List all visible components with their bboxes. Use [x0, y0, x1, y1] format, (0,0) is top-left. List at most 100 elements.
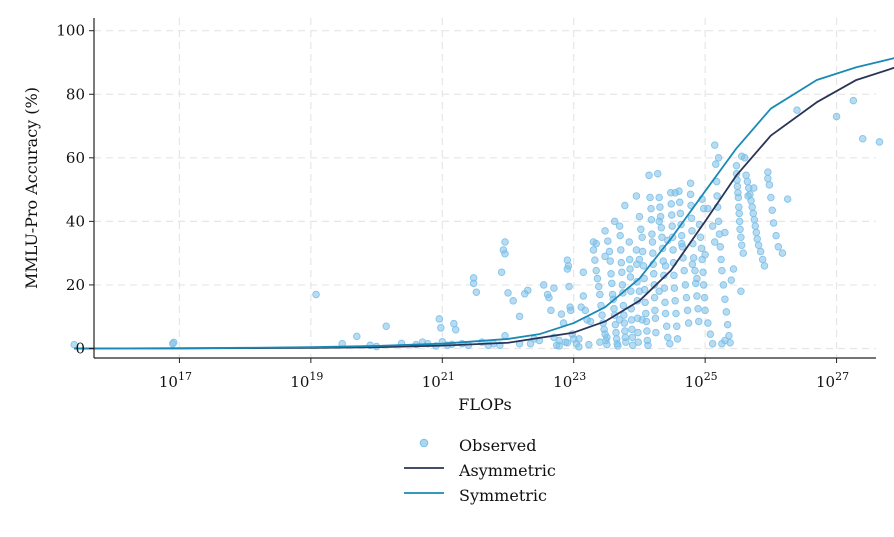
data-point-observed — [714, 154, 723, 162]
data-point-observed — [626, 273, 635, 281]
data-point-observed — [700, 293, 709, 302]
data-point-observed — [501, 238, 509, 246]
data-point-observed — [751, 222, 760, 230]
data-point-observed — [711, 141, 719, 149]
data-point-observed — [778, 249, 787, 257]
data-point-observed — [699, 281, 708, 289]
x-tick-base: 10 — [290, 373, 309, 391]
data-point-observed — [725, 332, 733, 340]
data-point-observed — [772, 231, 780, 240]
data-point-observed — [515, 312, 524, 321]
data-point-observed — [312, 290, 320, 299]
data-point-observed — [729, 265, 738, 273]
data-point-observed — [694, 305, 702, 313]
data-point-observed — [640, 274, 648, 283]
data-point-observed — [501, 332, 509, 340]
data-point-observed — [621, 201, 629, 210]
data-point-observed — [689, 254, 698, 262]
data-point-observed — [353, 332, 361, 341]
data-point-observed — [550, 284, 558, 292]
data-point-observed — [437, 324, 445, 332]
y-tick-label: 100 — [56, 22, 85, 40]
data-point-observed — [589, 246, 598, 254]
data-point-observed — [622, 338, 630, 346]
data-point-observed — [619, 301, 628, 310]
data-point-observed — [704, 319, 712, 327]
data-point-observed — [608, 279, 616, 288]
data-point-observed — [501, 250, 509, 258]
data-point-observed — [670, 271, 678, 280]
data-point-observed — [634, 338, 643, 346]
data-point-observed — [699, 204, 708, 213]
data-point-observed — [668, 222, 676, 230]
data-point-observed — [579, 268, 588, 276]
data-point-observed — [736, 225, 744, 234]
data-point-observed — [632, 192, 641, 200]
data-point-observed — [701, 306, 709, 315]
data-point-observed — [545, 293, 553, 302]
plot-series — [70, 57, 894, 351]
data-point-observed — [701, 250, 709, 259]
data-point-observed — [750, 184, 758, 192]
data-point-observed — [566, 306, 575, 315]
data-point-observed — [737, 241, 746, 249]
x-tick-label: 1023 — [553, 370, 586, 391]
data-point-observed — [677, 231, 686, 240]
data-point-observed — [742, 171, 750, 180]
data-point-observed — [612, 328, 620, 337]
data-point-observed — [555, 342, 563, 350]
data-point-observed — [617, 246, 625, 254]
y-tick-label: 20 — [66, 276, 85, 294]
y-tick-label: 60 — [66, 149, 85, 167]
data-point-observed — [684, 319, 693, 327]
x-tick-base: 10 — [553, 373, 572, 391]
data-point-observed — [768, 206, 777, 214]
data-point-observed — [667, 211, 676, 219]
data-point-observed — [676, 209, 685, 218]
data-point-observed — [691, 266, 699, 275]
data-point-observed — [603, 333, 611, 342]
y-axis-title: MMLU-Pro Accuracy (%) — [22, 87, 41, 289]
legend-label-observed: Observed — [459, 436, 536, 455]
x-tick-label: 1027 — [816, 370, 849, 391]
data-point-observed — [673, 335, 682, 343]
data-point-observed — [382, 322, 390, 330]
data-point-observed — [601, 252, 609, 261]
data-point-observed — [607, 270, 615, 278]
y-tick-label: 80 — [66, 85, 85, 103]
data-point-observed — [643, 327, 651, 335]
data-point-observed — [721, 336, 729, 345]
data-point-observed — [575, 335, 583, 343]
data-point-observed — [714, 217, 723, 226]
data-point-observed — [682, 293, 691, 302]
x-tick-exponent: 21 — [441, 370, 455, 383]
data-point-observed — [592, 239, 600, 248]
data-point-observed — [648, 230, 656, 238]
data-point-observed — [670, 284, 679, 292]
data-point-observed — [711, 238, 719, 246]
data-point-observed — [727, 276, 736, 284]
legend-label-asymmetric: Asymmetric — [458, 461, 556, 480]
data-point-observed — [620, 311, 628, 319]
data-point-observed — [591, 256, 599, 264]
data-point-observed — [748, 203, 756, 211]
data-point-observed — [524, 286, 532, 295]
data-point-observed — [687, 214, 696, 222]
data-point-observed — [713, 192, 721, 200]
data-point-observed — [735, 209, 743, 218]
data-point-observed — [593, 274, 602, 283]
data-point-observed — [651, 306, 659, 315]
data-point-observed — [647, 216, 656, 224]
data-point-observed — [632, 246, 641, 254]
data-point-observed — [635, 212, 644, 221]
data-point-observed — [605, 247, 614, 256]
data-point-observed — [764, 168, 772, 176]
data-point-observed — [651, 314, 660, 323]
data-point-observed — [753, 235, 761, 243]
data-point-observed — [638, 247, 647, 256]
data-point-observed — [451, 325, 460, 334]
data-point-observed — [752, 228, 761, 237]
data-point-observed — [699, 268, 707, 276]
data-point-observed — [604, 237, 612, 245]
